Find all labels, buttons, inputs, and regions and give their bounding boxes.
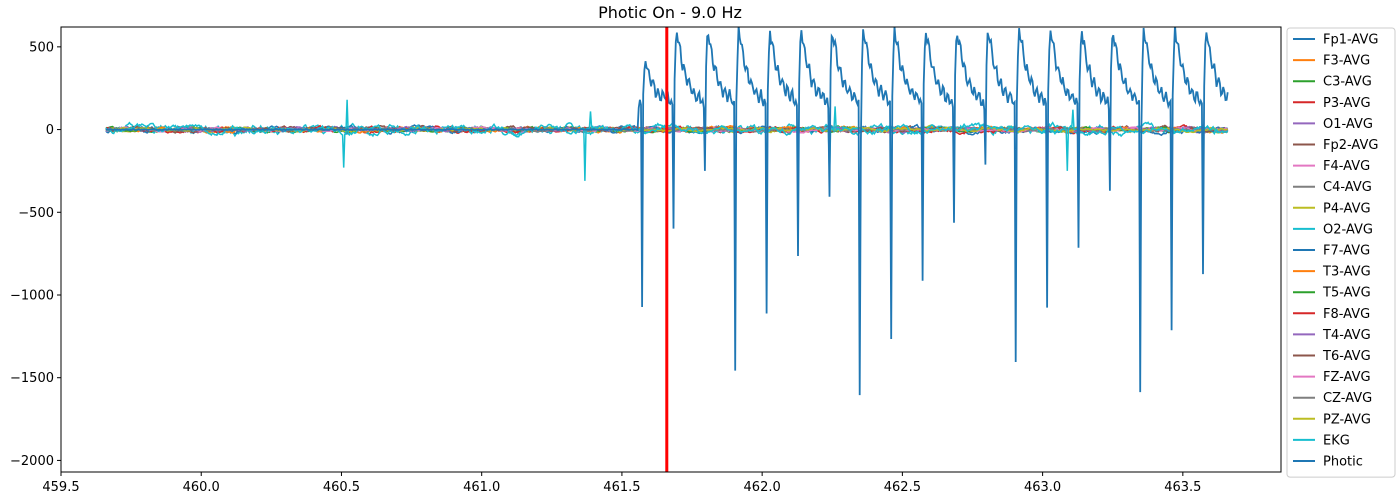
axes-frame xyxy=(60,26,1282,473)
y-axis: 500 0 −500 −1000 −1500 −2000 xyxy=(10,40,61,469)
legend-label: C4-AVG xyxy=(1323,180,1372,195)
x-tick-label: 461.5 xyxy=(603,480,640,495)
x-tick-label: 462.0 xyxy=(744,480,781,495)
x-axis: 459.5 460.0 460.5 461.0 461.5 462.0 462.5 463.0… xyxy=(42,472,1201,495)
legend-box xyxy=(1286,27,1396,478)
legend-label: F4-AVG xyxy=(1323,159,1370,174)
legend: Fp1-AVG F3-AVG C3-AVG P3-AVG O1-AVG Fp2-AVG F4… xyxy=(1286,27,1396,478)
legend-label: F8-AVG xyxy=(1323,307,1370,322)
x-tick-label: 460.5 xyxy=(323,480,360,495)
legend-label: P3-AVG xyxy=(1323,96,1371,111)
x-tick-label: 460.0 xyxy=(183,480,220,495)
chart-title: Photic On - 9.0 Hz xyxy=(598,3,742,22)
legend-label: T5-AVG xyxy=(1322,286,1371,301)
y-tick-label: −2000 xyxy=(10,454,54,469)
legend-label: EKG xyxy=(1323,433,1350,448)
x-tick-label: 462.5 xyxy=(884,480,921,495)
legend-label: O1-AVG xyxy=(1323,117,1373,132)
legend-label: T6-AVG xyxy=(1322,349,1371,364)
x-tick-label: 459.5 xyxy=(42,480,79,495)
y-tick-label: −500 xyxy=(18,206,54,221)
legend-label: Photic xyxy=(1323,455,1363,470)
legend-label: Fp2-AVG xyxy=(1323,138,1378,153)
y-tick-label: −1000 xyxy=(10,288,54,303)
legend-label: T3-AVG xyxy=(1322,265,1371,280)
y-tick-label: −1500 xyxy=(10,371,54,386)
legend-label: F7-AVG xyxy=(1323,244,1370,259)
legend-label: P4-AVG xyxy=(1323,201,1371,216)
legend-label: C3-AVG xyxy=(1323,75,1372,90)
legend-label: O2-AVG xyxy=(1323,222,1373,237)
y-tick-label: 500 xyxy=(29,40,54,55)
legend-label: PZ-AVG xyxy=(1323,412,1371,427)
x-tick-label: 463.0 xyxy=(1024,480,1061,495)
x-tick-label: 463.5 xyxy=(1164,480,1201,495)
y-tick-label: 0 xyxy=(46,123,54,138)
legend-label: FZ-AVG xyxy=(1323,370,1371,385)
legend-label: CZ-AVG xyxy=(1323,391,1372,406)
legend-label: T4-AVG xyxy=(1322,328,1371,343)
legend-label: F3-AVG xyxy=(1323,54,1370,69)
legend-label: Fp1-AVG xyxy=(1323,33,1378,48)
x-tick-label: 461.0 xyxy=(463,480,500,495)
